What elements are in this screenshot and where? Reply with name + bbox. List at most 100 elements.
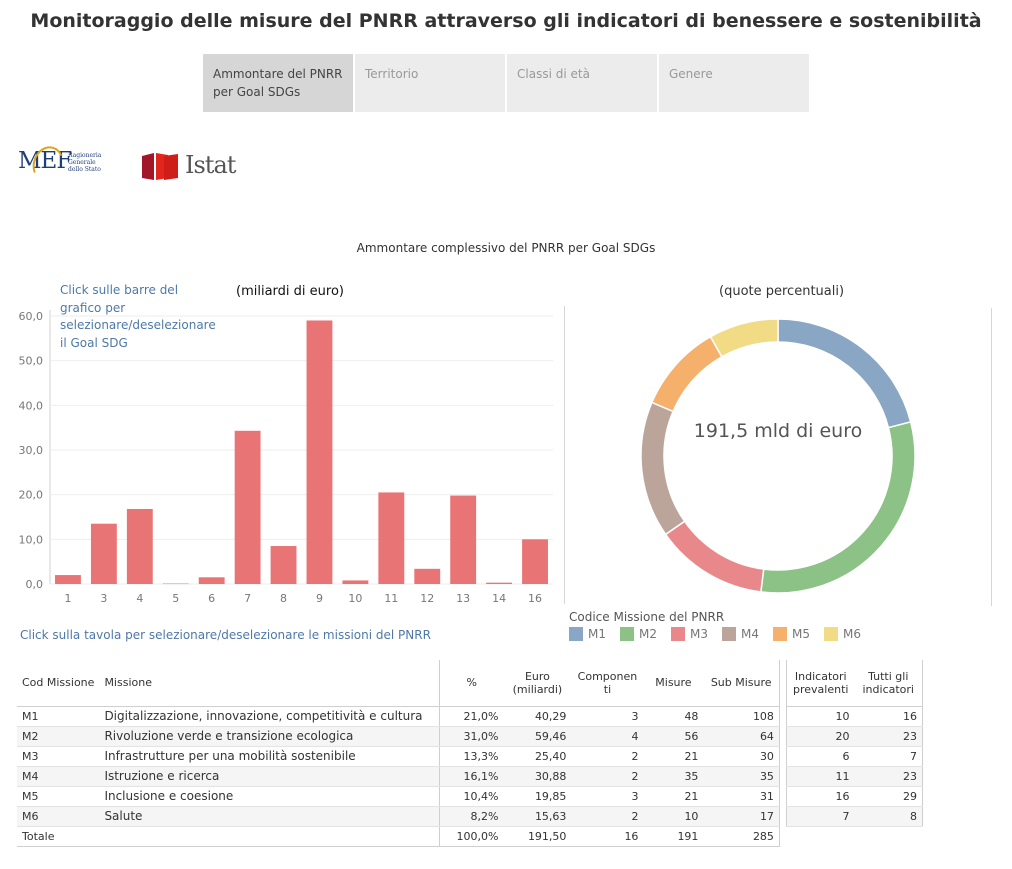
bar-chart-hint: Click sulle barre del grafico per selezi… xyxy=(60,283,216,350)
tab-classi-eta[interactable]: Classi di età xyxy=(507,54,657,112)
cell-componenti: 4 xyxy=(571,726,644,747)
cell-missione: Infrastrutture per una mobilità sostenib… xyxy=(99,746,440,767)
legend-label: M4 xyxy=(741,627,759,641)
cell-pct: 16,1% xyxy=(439,766,504,787)
x-tick-label: 6 xyxy=(208,592,215,605)
tab-ammontare[interactable]: Ammontare del PNRR per Goal SDGs xyxy=(203,54,353,112)
cell-ind-tutti: 8 xyxy=(854,806,923,827)
sdg-bar-chart: 0,010,020,030,040,050,060,01 3 4 5 6 7 8 9 10 11 1… xyxy=(19,310,553,605)
bar-sdg-7[interactable] xyxy=(234,430,261,584)
bar-sdg-12[interactable] xyxy=(414,568,441,584)
bar-sdg-6[interactable] xyxy=(198,577,225,584)
cell-pct: 10,4% xyxy=(439,786,504,807)
total-label: Totale xyxy=(17,826,100,847)
cell-sub-misure: 17 xyxy=(703,806,780,827)
mef-logo-text: Ragioneria Generale dello Stato xyxy=(68,152,102,173)
bar-sdg-13[interactable] xyxy=(450,495,477,584)
bar-sdg-5[interactable] xyxy=(162,583,189,585)
table-total-row[interactable]: Totale 100,0% 191,50 16 191 285 xyxy=(17,826,780,847)
header-componenti: Componenti xyxy=(571,660,644,707)
indicators-header-row: Indicatori prevalenti Tutti gli indicato… xyxy=(786,660,923,707)
legend-label: M5 xyxy=(792,627,810,641)
total-empty xyxy=(99,826,440,847)
bar-sdg-1[interactable] xyxy=(55,575,81,584)
legend-item-m2[interactable]: M2 xyxy=(620,627,657,641)
istat-logo-word: Istat xyxy=(185,151,236,179)
donut-slice-m1[interactable] xyxy=(777,318,912,429)
bar-sdg-8[interactable] xyxy=(270,546,297,584)
donut-slice-m2[interactable] xyxy=(759,421,916,594)
legend-item-m5[interactable]: M5 xyxy=(773,627,810,641)
cell-sub-misure: 108 xyxy=(703,706,780,727)
cell-euro: 30,88 xyxy=(503,766,572,787)
chart-divider xyxy=(564,306,565,604)
donut-slice-m6[interactable] xyxy=(709,318,779,358)
legend-label: M2 xyxy=(639,627,657,641)
cell-pct: 31,0% xyxy=(439,726,504,747)
mef-logo-word: MEF xyxy=(18,148,72,174)
indicators-row[interactable]: 10 16 xyxy=(786,706,923,727)
cell-ind-prevalenti: 7 xyxy=(786,806,855,827)
indicators-row[interactable]: 20 23 xyxy=(786,726,923,747)
bar-chart-subtitle: (miliardi di euro) xyxy=(236,284,344,299)
cell-euro: 19,85 xyxy=(503,786,572,807)
x-tick-label: 11 xyxy=(384,592,398,605)
mef-logo: MEF Ragioneria Generale dello Stato xyxy=(18,141,128,187)
table-row[interactable]: M6 Salute 8,2% 15,63 2 10 17 xyxy=(17,806,780,827)
cell-sub-misure: 30 xyxy=(703,746,780,767)
cell-cod: M6 xyxy=(17,806,100,827)
bar-sdg-4[interactable] xyxy=(126,508,153,584)
chart-divider-right xyxy=(991,308,992,606)
bar-sdg-3[interactable] xyxy=(90,523,117,584)
header-missione: Missione xyxy=(99,660,440,707)
cell-cod: M3 xyxy=(17,746,100,767)
tab-territorio[interactable]: Territorio xyxy=(355,54,505,112)
cell-cod: M5 xyxy=(17,786,100,807)
cell-componenti: 2 xyxy=(571,806,644,827)
cell-missione: Digitalizzazione, innovazione, competiti… xyxy=(99,706,440,727)
header-euro: Euro (miliardi) xyxy=(503,660,572,707)
table-row[interactable]: M5 Inclusione e coesione 10,4% 19,85 3 21 31 xyxy=(17,786,780,807)
cell-sub-misure: 35 xyxy=(703,766,780,787)
cell-misure: 48 xyxy=(643,706,704,727)
total-euro: 191,50 xyxy=(503,826,572,847)
tab-genere[interactable]: Genere xyxy=(659,54,809,112)
legend-item-m6[interactable]: M6 xyxy=(824,627,861,641)
table-row[interactable]: M3 Infrastrutture per una mobilità sosten… xyxy=(17,746,780,767)
cell-misure: 35 xyxy=(643,766,704,787)
cell-euro: 25,40 xyxy=(503,746,572,767)
table-row[interactable]: M1 Digitalizzazione, innovazione, competi… xyxy=(17,706,780,727)
total-pct: 100,0% xyxy=(439,826,504,847)
header-cod-missione: Cod Missione xyxy=(17,660,100,707)
legend-item-m4[interactable]: M4 xyxy=(722,627,759,641)
table-row[interactable]: M2 Rivoluzione verde e transizione ecolog… xyxy=(17,726,780,747)
x-tick-label: 13 xyxy=(456,592,470,605)
x-tick-label: 4 xyxy=(136,592,143,605)
indicators-row[interactable]: 11 23 xyxy=(786,766,923,787)
bar-sdg-10[interactable] xyxy=(342,580,369,584)
x-tick-label: 5 xyxy=(172,592,179,605)
legend-item-m3[interactable]: M3 xyxy=(671,627,708,641)
indicators-row[interactable]: 16 29 xyxy=(786,786,923,807)
cell-ind-prevalenti: 20 xyxy=(786,726,855,747)
table-hint: Click sulla tavola per selezionare/desel… xyxy=(20,628,431,642)
y-tick-label: 60,0 xyxy=(19,310,44,323)
istat-logo: Istat xyxy=(140,151,240,182)
y-tick-label: 0,0 xyxy=(26,578,44,591)
cell-misure: 56 xyxy=(643,726,704,747)
legend-item-m1[interactable]: M1 xyxy=(569,627,606,641)
legend-swatch xyxy=(824,627,838,641)
cell-ind-tutti: 7 xyxy=(854,746,923,767)
bar-sdg-16[interactable] xyxy=(522,539,548,584)
bar-sdg-14[interactable] xyxy=(486,582,513,584)
donut-slice-m3[interactable] xyxy=(664,520,765,593)
total-componenti: 16 xyxy=(571,826,644,847)
bar-sdg-11[interactable] xyxy=(378,492,405,584)
legend-swatch xyxy=(722,627,736,641)
x-tick-label: 16 xyxy=(528,592,542,605)
bar-sdg-9[interactable] xyxy=(306,320,333,584)
table-row[interactable]: M4 Istruzione e ricerca 16,1% 30,88 2 35 35 xyxy=(17,766,780,787)
donut-slice-m5[interactable] xyxy=(650,335,723,413)
